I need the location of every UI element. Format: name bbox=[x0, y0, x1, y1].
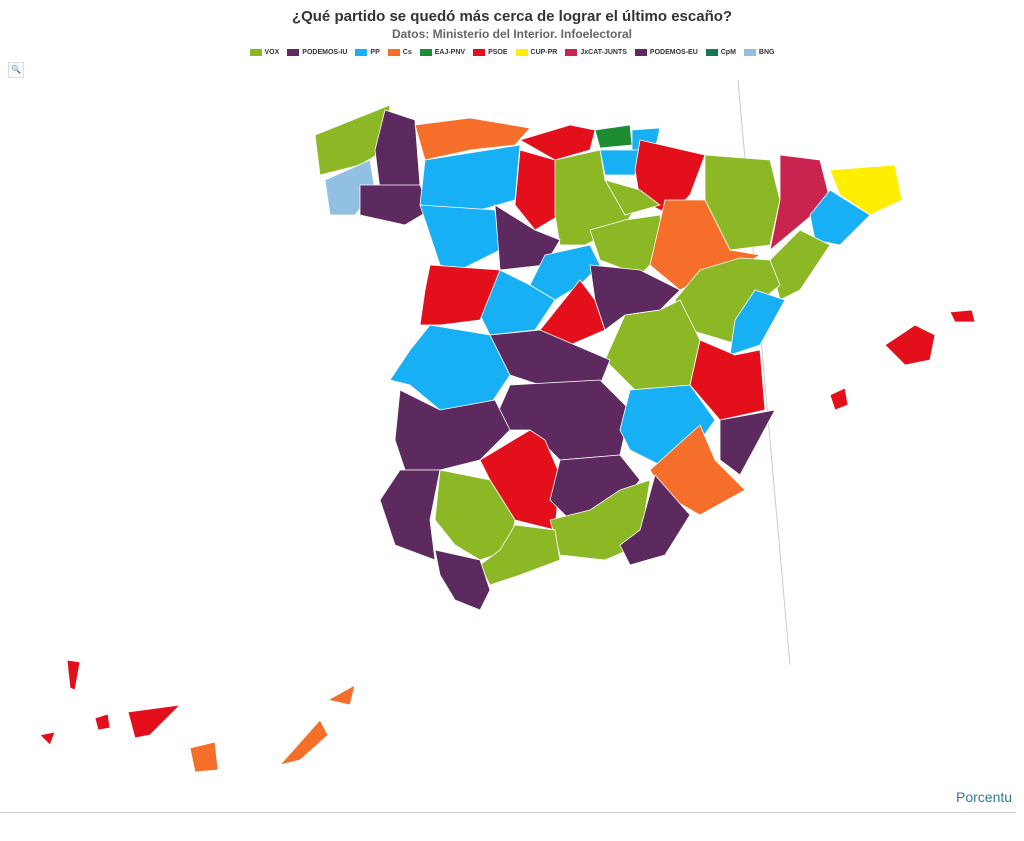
legend-label: VOX bbox=[264, 49, 280, 56]
legend-label: BNG bbox=[758, 49, 775, 56]
legend-item[interactable]: CUP-PR bbox=[515, 49, 558, 56]
province[interactable] bbox=[419, 264, 501, 326]
legend-label: PODEMOS-EU bbox=[649, 49, 698, 56]
province[interactable] bbox=[374, 109, 421, 191]
province[interactable] bbox=[434, 549, 491, 611]
province[interactable] bbox=[599, 149, 641, 176]
legend-label: JxCAT-JUNTS bbox=[580, 49, 627, 56]
province[interactable] bbox=[719, 409, 776, 476]
province[interactable] bbox=[809, 189, 871, 246]
legend-swatch bbox=[355, 49, 368, 56]
province[interactable] bbox=[359, 184, 431, 226]
legend-label: Cs bbox=[402, 49, 412, 56]
province[interactable] bbox=[518, 124, 596, 161]
province[interactable] bbox=[829, 387, 849, 411]
search-button[interactable]: 🔍 bbox=[8, 62, 24, 78]
legend: VOX PODEMOS-IU PP Cs EAJ-PNV PSOE CUP-PR JxCAT-… bbox=[0, 49, 1024, 56]
province[interactable] bbox=[729, 289, 786, 356]
province[interactable] bbox=[419, 204, 501, 271]
province[interactable] bbox=[604, 299, 701, 396]
province[interactable] bbox=[326, 684, 356, 706]
legend-item[interactable]: Cs bbox=[387, 49, 412, 56]
province[interactable] bbox=[769, 154, 831, 252]
province[interactable] bbox=[604, 179, 661, 216]
legend-label: PP bbox=[370, 49, 380, 56]
province[interactable] bbox=[514, 149, 561, 231]
province[interactable] bbox=[479, 524, 561, 586]
legend-swatch bbox=[743, 49, 756, 56]
legend-label: CpM bbox=[720, 49, 736, 56]
province[interactable] bbox=[94, 713, 111, 731]
province[interactable] bbox=[829, 164, 903, 216]
legend-item[interactable]: VOX bbox=[249, 49, 280, 56]
province[interactable] bbox=[769, 229, 831, 301]
legend-swatch bbox=[634, 49, 647, 56]
province[interactable] bbox=[489, 329, 611, 386]
legend-swatch bbox=[419, 49, 432, 56]
legend-swatch bbox=[249, 49, 262, 56]
legend-item[interactable]: BNG bbox=[743, 49, 775, 56]
province[interactable] bbox=[594, 124, 633, 149]
legend-item[interactable]: PODEMOS-EU bbox=[634, 49, 698, 56]
province[interactable] bbox=[39, 731, 56, 746]
province[interactable] bbox=[127, 704, 182, 739]
legend-item[interactable]: CpM bbox=[705, 49, 736, 56]
province[interactable] bbox=[649, 424, 746, 516]
province[interactable] bbox=[949, 309, 976, 323]
logo: Porcentu bbox=[956, 789, 1013, 805]
province[interactable] bbox=[419, 144, 521, 211]
legend-item[interactable]: PSOE bbox=[473, 49, 508, 56]
footer-rule bbox=[0, 812, 1016, 813]
legend-label: PODEMOS-IU bbox=[302, 49, 348, 56]
province[interactable] bbox=[884, 324, 936, 366]
legend-item[interactable]: PP bbox=[355, 49, 380, 56]
legend-label: CUP-PR bbox=[530, 49, 558, 56]
province[interactable] bbox=[189, 741, 219, 773]
legend-swatch bbox=[515, 49, 528, 56]
title: ¿Qué partido se quedó más cerca de logra… bbox=[291, 8, 733, 25]
legend-label: EAJ-PNV bbox=[434, 49, 466, 56]
legend-item[interactable]: PODEMOS-IU bbox=[287, 49, 347, 56]
legend-swatch bbox=[473, 49, 486, 56]
province[interactable] bbox=[278, 719, 329, 766]
province[interactable] bbox=[494, 204, 561, 271]
legend-label: PSOE bbox=[488, 49, 508, 56]
legend-swatch bbox=[287, 49, 300, 56]
province[interactable] bbox=[66, 659, 81, 691]
province[interactable] bbox=[619, 474, 691, 566]
province[interactable] bbox=[379, 469, 441, 561]
legend-item[interactable]: EAJ-PNV bbox=[419, 49, 466, 56]
legend-swatch bbox=[387, 49, 400, 56]
province[interactable] bbox=[539, 279, 606, 346]
legend-swatch bbox=[705, 49, 718, 56]
subtitle: Datos: Ministerio del Interior. Infoelec… bbox=[391, 27, 633, 41]
province[interactable] bbox=[314, 104, 391, 176]
legend-swatch bbox=[565, 49, 578, 56]
legend-item[interactable]: JxCAT-JUNTS bbox=[565, 49, 627, 56]
